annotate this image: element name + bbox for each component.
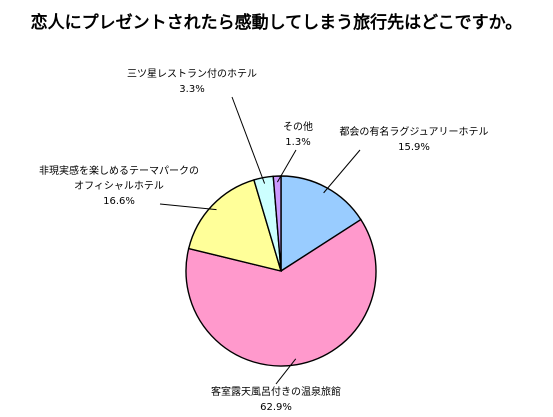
leader-line (276, 149, 297, 183)
leader-line (275, 358, 297, 385)
slice-value: 62.9% (260, 402, 292, 413)
slice-value: 1.3% (285, 137, 310, 148)
leader-lines (159, 96, 361, 385)
slice-label: その他 (283, 120, 313, 133)
pie-slice (280, 175, 362, 273)
slice-label: 客室露天風呂付きの温泉旅館 (211, 385, 341, 398)
slice-labels: 都会の有名ラグジュアリーホテル 15.9% 客室露天風呂付きの温泉旅館 62.9% 非現… (39, 67, 489, 413)
leader-line (323, 149, 361, 194)
slice-label: 非現実感を楽しめるテーマパークの (39, 164, 199, 177)
slice-label: 都会の有名ラグジュアリーホテル (339, 125, 488, 138)
slice-label: 三ツ星レストラン付のホテル (127, 67, 257, 80)
chart-title: 恋人にプレゼントされたら感動してしまう旅行先はどこですか。 (30, 13, 523, 33)
pie-slices (185, 175, 377, 367)
leader-line (159, 203, 217, 211)
leader-line (231, 96, 266, 184)
slice-value: 15.9% (398, 142, 430, 153)
slice-label: オフィシャルホテル (74, 180, 164, 192)
slice-value: 3.3% (179, 84, 204, 95)
slice-value: 16.6% (103, 196, 135, 207)
pie-slice (187, 179, 283, 272)
pie-slice (185, 218, 377, 367)
